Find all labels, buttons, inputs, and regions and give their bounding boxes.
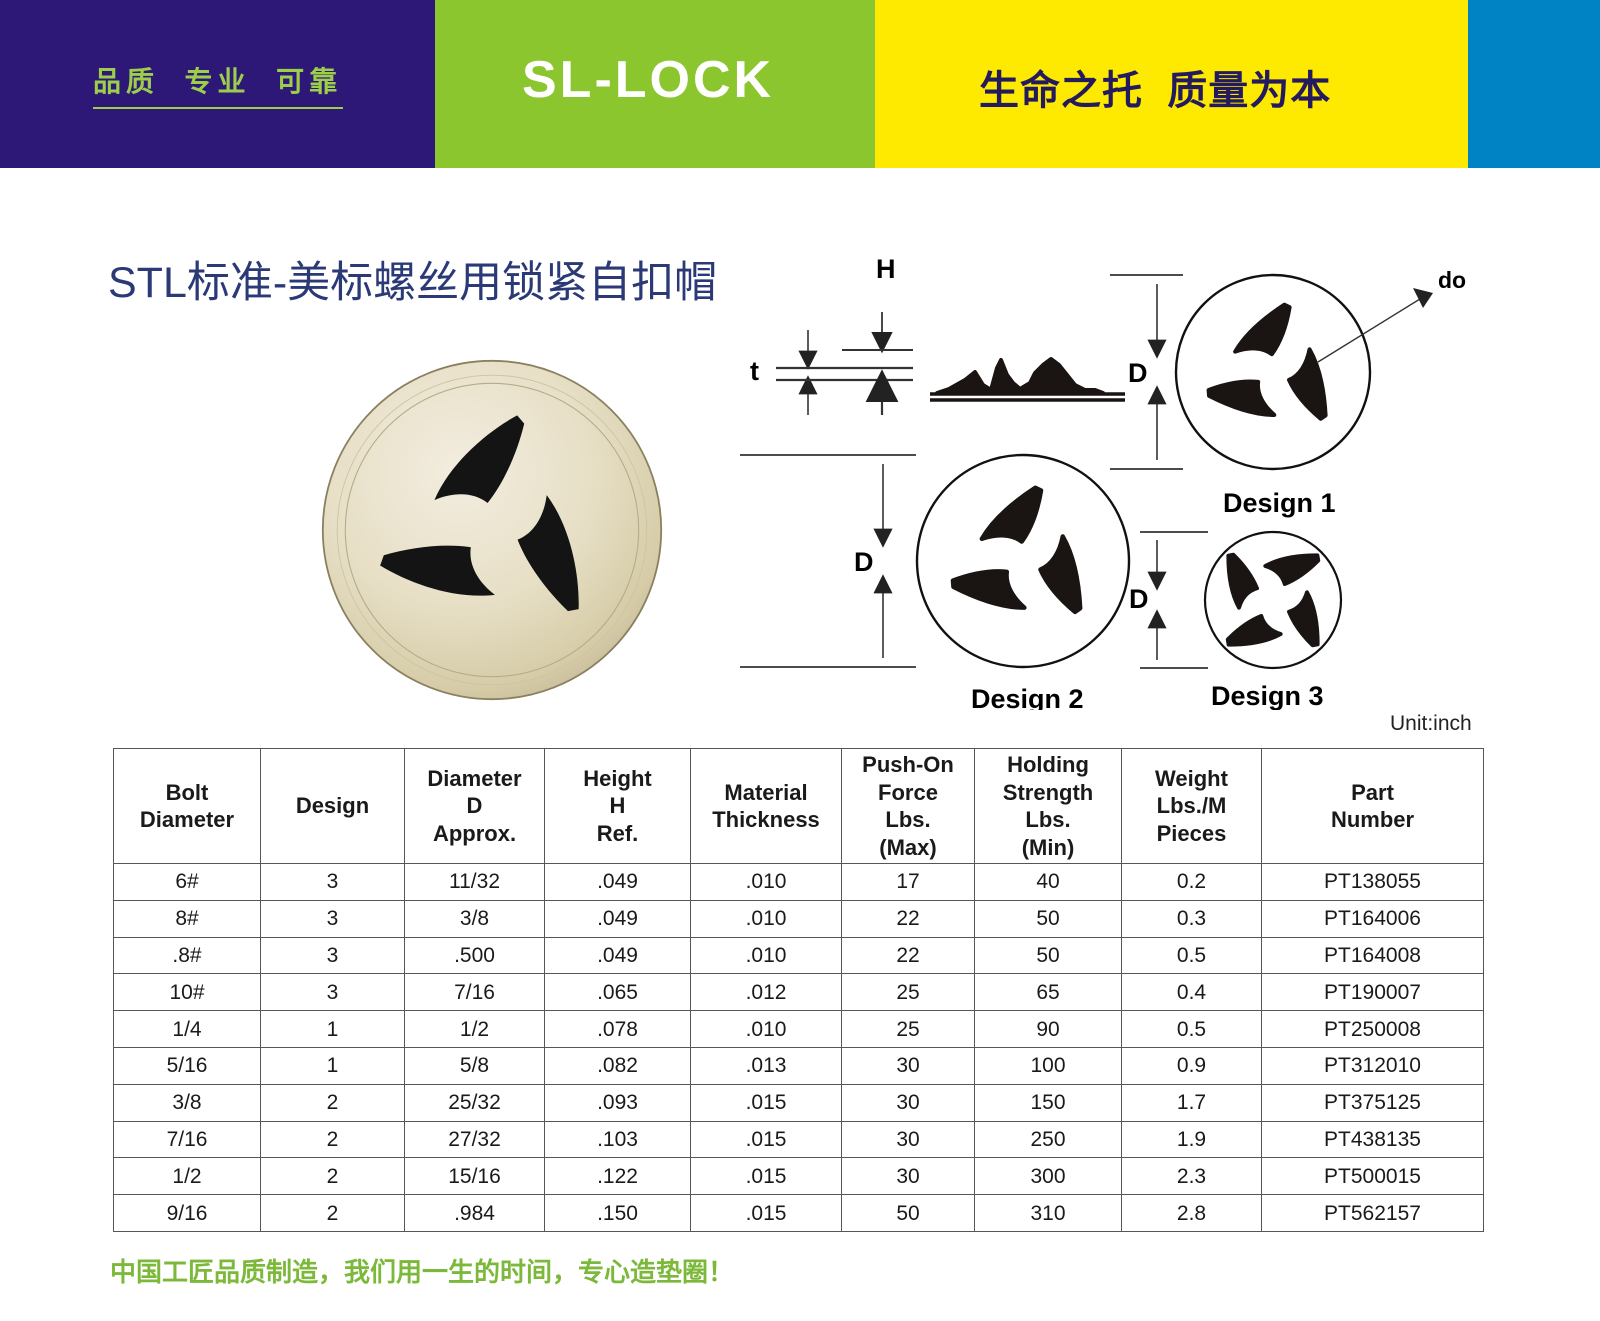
svg-text:H: H bbox=[876, 254, 896, 284]
svg-text:do: do bbox=[1438, 267, 1466, 293]
svg-text:D: D bbox=[1128, 358, 1148, 388]
svg-text:D: D bbox=[854, 547, 874, 577]
svg-text:Design 1: Design 1 bbox=[1223, 488, 1336, 518]
svg-text:D: D bbox=[1129, 584, 1149, 614]
svg-text:Design 3: Design 3 bbox=[1211, 681, 1324, 710]
svg-text:Design 2: Design 2 bbox=[971, 684, 1084, 710]
svg-text:t: t bbox=[750, 356, 759, 386]
